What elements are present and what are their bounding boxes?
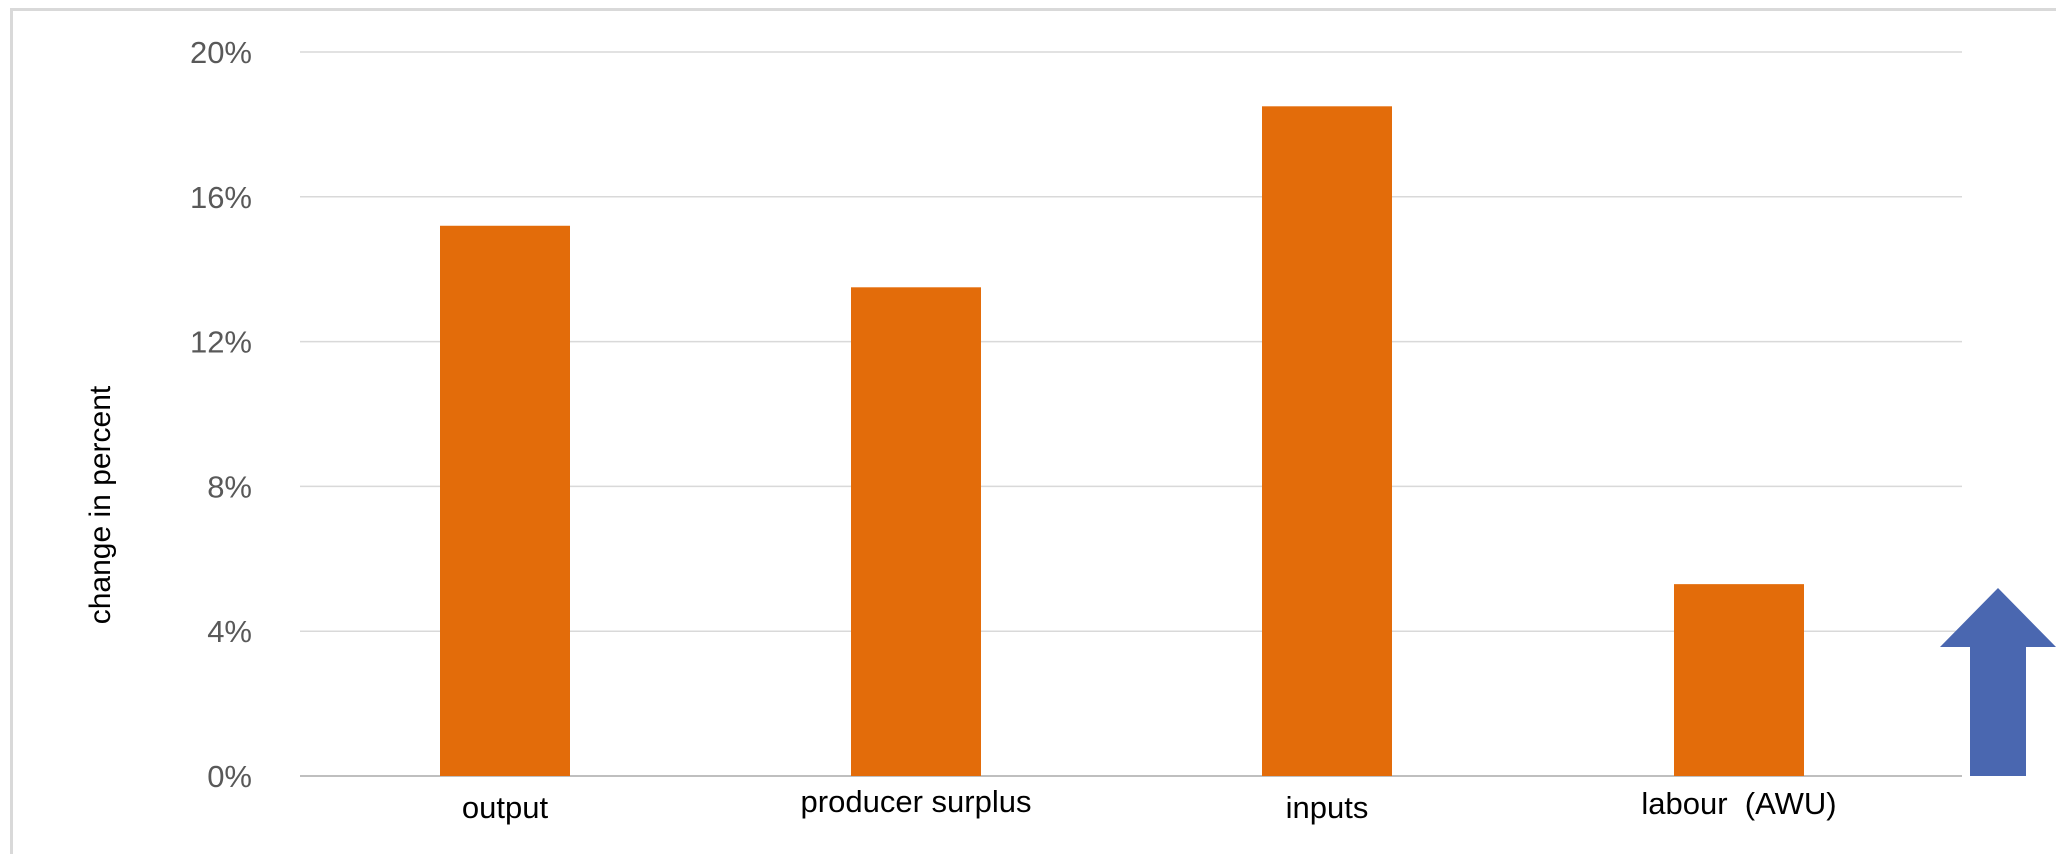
y-tick-label: 4% — [207, 614, 252, 649]
y-tick-label: 12% — [190, 325, 252, 360]
x-tick-label: producer surplus — [801, 784, 1032, 819]
x-tick-label: labour (AWU) — [1641, 786, 1836, 821]
y-tick-label: 8% — [207, 469, 252, 504]
y-axis-label: change in percent — [84, 385, 117, 624]
y-tick-labels: 0% 4% 8% 12% 16% 20% — [190, 35, 252, 794]
x-tick-labels: output producer surplus inputs labour (AWU) — [462, 784, 1837, 825]
bar — [851, 287, 981, 776]
x-tick-label: output — [462, 790, 549, 825]
x-tick-label: inputs — [1286, 790, 1369, 825]
bar — [440, 225, 570, 776]
gridlines — [300, 51, 1962, 777]
chart-frame — [10, 8, 2056, 854]
y-tick-label: 20% — [190, 35, 252, 70]
up-arrow-icon — [1940, 588, 2056, 776]
bar — [1674, 584, 1804, 776]
bars — [440, 106, 1804, 777]
y-tick-label: 16% — [190, 180, 252, 215]
bar — [1262, 106, 1392, 777]
y-tick-label: 0% — [207, 759, 252, 794]
